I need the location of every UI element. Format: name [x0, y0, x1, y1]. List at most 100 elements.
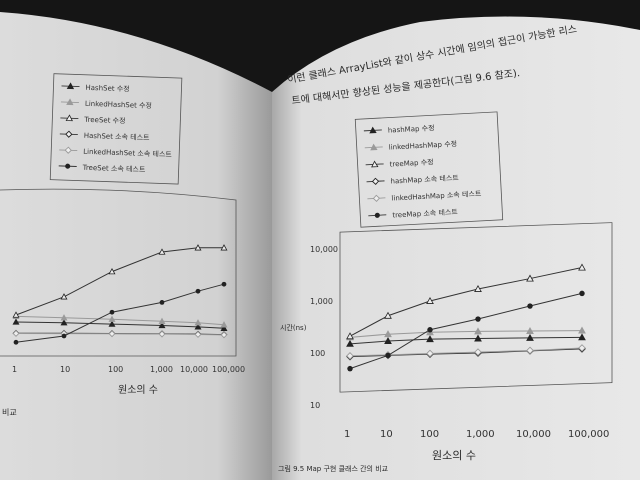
left-point-0-5	[220, 324, 228, 331]
left-point-2-2	[108, 267, 116, 275]
right-point-5-1	[385, 352, 391, 359]
left-legend-row-label-2: TreeSet 수정	[83, 115, 125, 125]
right-legend-rows: hashMap 수정 linkedHashMap 수정 treeMap 수정 hash…	[363, 123, 482, 220]
right-x-tick-1: 10	[380, 429, 393, 440]
right-point-5-4	[527, 303, 533, 309]
right-x-tick-3: 1,000	[466, 429, 495, 440]
left-point-0-2	[108, 320, 116, 327]
left-legend-rows: HashSet 수정 LinkedHashSet 수정 TreeSet 수정 Hash…	[58, 82, 172, 174]
right-point-2-4	[526, 274, 534, 282]
right-chart: 10,000 1,000 100 10 1 10 100 1,000 10,000 100,000	[310, 222, 613, 440]
left-point-2-0	[12, 311, 20, 318]
left-legend-row-marker-2	[65, 114, 73, 122]
right-legend-row-marker-4	[372, 194, 381, 202]
left-point-2-5	[220, 244, 228, 251]
left-legend-row-label-3: HashSet 소속 테스트	[84, 132, 151, 142]
left-point-4-2	[108, 330, 116, 338]
left-x-tick-1: 10	[60, 365, 70, 374]
right-point-4-5	[578, 344, 586, 352]
left-legend-frame	[49, 73, 183, 185]
left-point-2-4	[194, 244, 202, 251]
right-series-line-5	[349, 292, 583, 370]
right-point-0-3	[474, 334, 482, 342]
left-plot-frame	[0, 188, 237, 357]
left-point-5-1	[61, 333, 67, 339]
left-series-line-1	[15, 315, 225, 326]
right-x-tick-4: 10,000	[516, 429, 551, 440]
right-series-line-0	[349, 336, 583, 345]
left-point-4-5	[220, 331, 228, 339]
left-series-line-5	[15, 283, 225, 343]
right-legend-row-marker-2	[371, 160, 379, 168]
right-y-tick-2: 100	[310, 349, 325, 358]
right-point-2-1	[384, 311, 392, 319]
left-point-0-4	[194, 323, 202, 330]
right-point-0-1	[384, 336, 392, 344]
right-point-1-4	[526, 326, 534, 334]
right-point-4-0	[346, 352, 354, 360]
left-x-tick-3: 1,000	[150, 365, 173, 374]
left-point-5-5	[221, 281, 227, 287]
right-legend-row-label-3: hashMap 소속 테스트	[390, 174, 459, 186]
left-point-4-4	[194, 331, 202, 338]
left-legend-row-marker-1	[66, 98, 74, 106]
left-point-5-0	[13, 339, 19, 345]
right-x-tick-2: 100	[420, 429, 439, 440]
left-point-1-1	[60, 314, 68, 321]
left-series-line-4	[15, 332, 225, 336]
right-y-tick-0: 10,000	[310, 245, 338, 254]
left-x-tick-4: 10,000	[180, 365, 208, 374]
right-point-2-0	[346, 332, 354, 340]
left-point-0-3	[158, 321, 166, 329]
left-x-tick-2: 100	[108, 365, 123, 374]
right-point-0-2	[426, 335, 434, 343]
left-point-0-0	[12, 318, 20, 325]
left-point-5-3	[159, 300, 165, 305]
right-plot-frame	[339, 222, 613, 393]
left-legend-row-label-5: TreeSet 소속 테스트	[82, 164, 147, 174]
left-legend-row-marker-4	[64, 146, 72, 154]
left-series-line-0	[15, 321, 225, 329]
right-point-0-5	[578, 333, 586, 341]
right-x-tick-0: 1	[344, 429, 350, 440]
left-legend-row-label-0: HashSet 수정	[85, 83, 130, 94]
left-point-1-4	[194, 319, 202, 326]
right-x-tick-5: 100,000	[568, 429, 609, 440]
left-x-tick-0: 1	[12, 365, 17, 374]
left-series-line-2	[15, 247, 224, 316]
right-y-tick-3: 10	[310, 401, 320, 410]
left-point-4-0	[12, 330, 20, 337]
left-page	[0, 12, 272, 480]
left-point-5-2	[109, 309, 115, 315]
left-point-5-4	[195, 288, 201, 294]
right-point-0-0	[346, 339, 354, 347]
right-point-0-4	[526, 333, 534, 341]
right-point-2-3	[474, 284, 482, 292]
right-point-5-0	[347, 365, 353, 372]
right-legend-row-label-2: treeMap 수정	[389, 157, 433, 168]
right-point-4-2	[426, 349, 434, 358]
right-point-2-2	[426, 296, 434, 304]
right-legend-row-label-0: hashMap 수정	[388, 123, 435, 134]
left-legend-row-marker-0	[66, 82, 75, 90]
left-point-2-1	[60, 293, 68, 300]
left-legend: HashSet 수정 LinkedHashSet 수정 TreeSet 수정 Hash…	[49, 73, 183, 185]
left-point-1-2	[108, 315, 116, 322]
right-series-line-1	[349, 330, 583, 338]
left-point-0-1	[60, 319, 68, 326]
left-legend-row-marker-3	[65, 130, 73, 138]
right-point-4-3	[474, 348, 482, 356]
right-legend-row-label-1: linkedHashMap 수정	[389, 139, 458, 152]
right-x-axis-title: 원소의 수	[432, 449, 476, 462]
right-series-line-2	[349, 267, 583, 337]
right-legend-row-label-5: treeMap 소속 테스트	[392, 208, 458, 219]
right-legend-row-marker-0	[369, 126, 377, 134]
right-legend-row-marker-5	[374, 212, 380, 218]
left-x-tick-5: 100,000	[212, 365, 245, 374]
right-point-5-2	[427, 327, 433, 333]
right-y-axis-title: 시간(ns)	[280, 323, 307, 332]
right-point-4-4	[526, 346, 534, 355]
right-point-1-3	[474, 327, 482, 335]
